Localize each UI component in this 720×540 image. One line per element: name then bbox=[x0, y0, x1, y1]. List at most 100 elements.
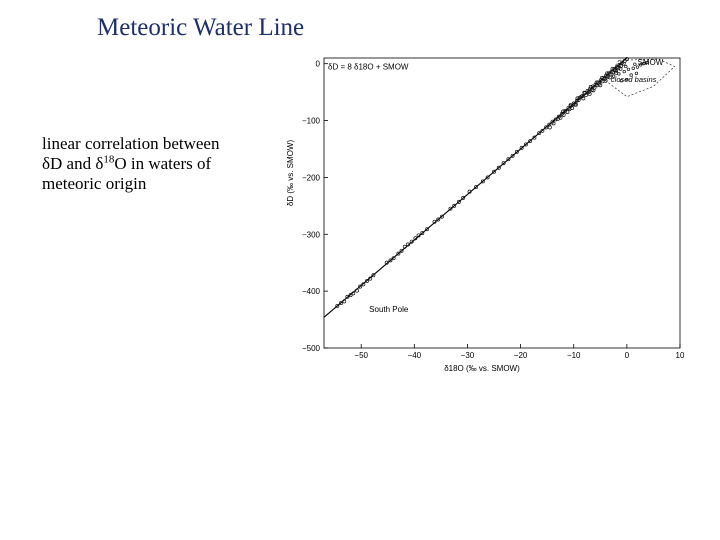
data-point bbox=[588, 85, 593, 89]
closed-basins-outline bbox=[605, 58, 676, 98]
closed-basin-point bbox=[625, 77, 629, 82]
data-point bbox=[474, 185, 478, 190]
data-point bbox=[603, 78, 608, 83]
data-point bbox=[335, 303, 340, 308]
data-point bbox=[551, 121, 556, 126]
closed-basin-point bbox=[635, 65, 640, 69]
x-axis-label: δ18O (‰ vs. SMOW) bbox=[444, 364, 520, 373]
data-point bbox=[561, 109, 566, 114]
data-point bbox=[506, 157, 511, 162]
data-point bbox=[402, 244, 407, 249]
data-point bbox=[399, 248, 404, 253]
data-point bbox=[467, 189, 472, 194]
scatter-chart: −50 −40 −30 −20 −10 0 100−100−200−300−400−500 … bbox=[286, 57, 685, 373]
data-point bbox=[594, 80, 599, 85]
y-tick-label: −400 bbox=[302, 287, 321, 296]
data-point bbox=[544, 125, 549, 130]
x-tick-label: −50 bbox=[354, 351, 368, 360]
data-point bbox=[425, 227, 430, 232]
x-tick-label: −20 bbox=[514, 351, 528, 360]
data-point bbox=[585, 89, 590, 93]
data-point bbox=[570, 106, 575, 110]
closed-basin-point bbox=[622, 69, 626, 74]
meteoric-water-line bbox=[323, 57, 628, 318]
x-tick-label: −30 bbox=[461, 351, 475, 360]
data-point bbox=[563, 108, 568, 113]
data-point bbox=[416, 233, 421, 238]
data-point bbox=[607, 75, 612, 80]
data-point bbox=[457, 199, 461, 204]
closed-basin-point bbox=[626, 67, 631, 72]
closed-basin-point bbox=[614, 69, 618, 73]
plot-frame bbox=[323, 57, 681, 349]
body-text-o-in: O in waters of bbox=[114, 154, 212, 173]
closed-basin-point bbox=[634, 71, 639, 76]
superscript-18: 18 bbox=[103, 153, 115, 166]
data-point bbox=[371, 273, 376, 278]
data-point bbox=[568, 103, 573, 108]
data-point bbox=[492, 169, 496, 174]
delta-symbol: δ bbox=[95, 154, 104, 173]
data-point bbox=[406, 242, 410, 247]
smow-label: SMOW bbox=[637, 58, 663, 67]
data-point bbox=[605, 71, 610, 76]
data-point bbox=[420, 231, 425, 236]
data-point bbox=[342, 299, 347, 304]
data-point bbox=[501, 161, 506, 166]
data-point bbox=[339, 301, 343, 306]
data-point bbox=[569, 103, 574, 108]
data-point bbox=[361, 282, 366, 287]
data-point bbox=[540, 128, 545, 133]
data-point bbox=[409, 239, 414, 244]
data-point bbox=[532, 135, 537, 140]
closed-basin-point bbox=[642, 62, 646, 66]
y-tick-label: −100 bbox=[302, 117, 321, 126]
slide-title: Meteoric Water Line bbox=[97, 14, 305, 41]
data-point bbox=[348, 293, 353, 298]
body-text: linear correlation between δD and δ18O i… bbox=[42, 134, 282, 194]
data-point bbox=[537, 131, 542, 136]
closed-basin-point bbox=[624, 64, 628, 69]
data-point bbox=[485, 175, 490, 180]
data-point bbox=[436, 217, 441, 222]
closed-basin-point bbox=[617, 72, 621, 76]
y-axis-label: δD (‰ vs. SMOW) bbox=[286, 140, 295, 207]
data-point bbox=[601, 75, 606, 80]
data-point bbox=[388, 258, 393, 263]
closed-basin-point bbox=[633, 62, 637, 66]
data-point bbox=[358, 284, 363, 289]
closed-basin-point bbox=[611, 74, 616, 78]
closed-basin-point bbox=[631, 66, 635, 70]
data-point bbox=[581, 96, 586, 101]
data-point bbox=[396, 251, 401, 256]
data-point bbox=[365, 278, 369, 283]
fit-equation-label: δD = 8 δ18O + SMOW bbox=[328, 62, 409, 71]
data-point bbox=[599, 75, 604, 80]
data-point bbox=[510, 153, 515, 158]
data-point bbox=[440, 214, 444, 219]
data-point bbox=[575, 96, 580, 101]
closed-basin-point bbox=[629, 73, 633, 77]
data-point bbox=[448, 206, 453, 211]
data-point bbox=[351, 291, 356, 296]
x-tick-label: 0 bbox=[625, 351, 630, 360]
data-point bbox=[368, 276, 373, 281]
data-point bbox=[496, 165, 501, 170]
data-point bbox=[618, 66, 623, 71]
data-point bbox=[480, 179, 485, 184]
delta-symbol: δ bbox=[42, 154, 51, 173]
data-point bbox=[384, 260, 389, 265]
y-tick-label: −200 bbox=[302, 173, 321, 182]
data-point bbox=[582, 90, 587, 95]
y-tick-label: −500 bbox=[302, 344, 321, 353]
data-point bbox=[354, 288, 359, 293]
data-point bbox=[624, 57, 629, 62]
data-point bbox=[571, 101, 576, 106]
data-point bbox=[345, 294, 350, 299]
data-point bbox=[621, 61, 626, 66]
data-point bbox=[461, 195, 466, 200]
data-point bbox=[591, 88, 596, 93]
data-point bbox=[528, 139, 533, 143]
data-point bbox=[616, 66, 621, 71]
data-point bbox=[573, 102, 578, 107]
